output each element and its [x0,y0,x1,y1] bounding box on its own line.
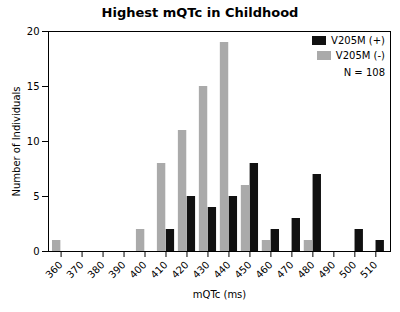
svg-text:380: 380 [85,259,106,280]
svg-text:410: 410 [148,259,169,280]
svg-text:360: 360 [43,259,64,280]
svg-text:5: 5 [33,191,39,202]
svg-text:400: 400 [127,259,148,280]
svg-text:440: 440 [211,259,232,280]
svg-text:510: 510 [358,259,379,280]
html-text:V205M (-): V205M (-) [335,50,385,61]
html-text:Highest mQTc in Childhood: Highest mQTc in Childhood [101,5,299,20]
svg-text:430: 430 [190,259,211,280]
svg-text:480: 480 [295,259,316,280]
svg-text:490: 490 [316,259,337,280]
svg-text:15: 15 [27,81,40,92]
svg-text:370: 370 [64,259,85,280]
svg-text:390: 390 [106,259,127,280]
svg-text:460: 460 [253,259,274,280]
svg-text:470: 470 [274,259,295,280]
html-text:N = 108: N = 108 [343,67,385,78]
svg-text:420: 420 [169,259,190,280]
svg-text:20: 20 [27,26,40,37]
svg-text:10: 10 [27,136,40,147]
svg-text:450: 450 [232,259,253,280]
html-text:V205M (+): V205M (+) [331,35,385,46]
svg-text:Number of Individuals: Number of Individuals [11,86,22,196]
svg-text:0: 0 [33,246,39,257]
svg-text:mQTc (ms): mQTc (ms) [193,289,247,300]
svg-text:500: 500 [337,259,358,280]
